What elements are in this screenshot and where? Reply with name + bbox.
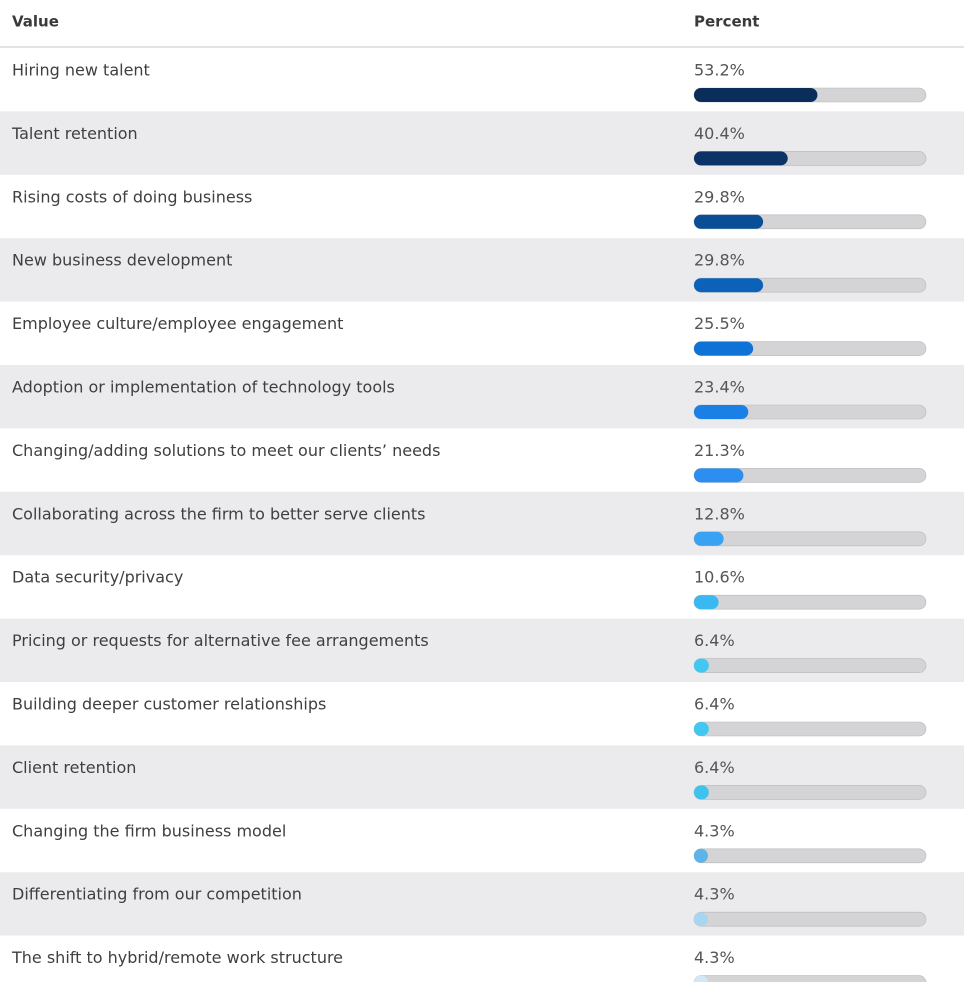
bar [694, 341, 754, 356]
value-label: 29.8% [694, 251, 745, 270]
bar-track [693, 658, 927, 673]
value-label: 4.3% [694, 885, 735, 904]
row-label: Hiring new talent [12, 61, 150, 80]
bar [694, 531, 724, 546]
value-label: 12.8% [694, 504, 745, 523]
row-label: Rising costs of doing business [12, 187, 252, 206]
value-label: 6.4% [694, 695, 735, 714]
bar [694, 848, 708, 863]
value-label: 53.2% [694, 61, 745, 80]
value-label: 4.3% [694, 821, 735, 840]
bar [694, 88, 818, 102]
value-label: 25.5% [694, 314, 745, 333]
bar-track [693, 785, 927, 800]
row-label: Collaborating across the firm to better … [12, 504, 426, 523]
bar-track [693, 911, 927, 927]
value-label: 6.4% [694, 631, 735, 650]
value-label: 4.3% [694, 948, 735, 967]
value-label: 6.4% [694, 758, 735, 777]
value-label: 10.6% [694, 568, 745, 587]
value-label: 21.3% [694, 441, 745, 460]
bar-track [693, 531, 927, 547]
row-label: Changing/adding solutions to meet our cl… [12, 441, 440, 460]
bar-track [693, 848, 927, 864]
value-label: 40.4% [694, 124, 745, 143]
row-label: Building deeper customer relationships [12, 695, 326, 714]
row-label: Adoption or implementation of technology… [12, 378, 395, 397]
column-header: Percent [694, 13, 759, 31]
bar [694, 151, 788, 166]
bar [694, 722, 709, 736]
row-label: Employee culture/employee engagement [12, 314, 343, 333]
row-label: New business development [12, 251, 232, 270]
bar [694, 468, 744, 483]
value-label: 23.4% [694, 378, 745, 397]
bar [694, 785, 709, 800]
row-label: Differentiating from our competition [12, 885, 302, 904]
row-label: Talent retention [11, 124, 138, 143]
bar [694, 405, 749, 419]
row-label: The shift to hybrid/remote work structur… [11, 948, 343, 967]
column-header: Value [12, 13, 59, 31]
bar-track [693, 721, 927, 737]
row-label: Changing the firm business model [12, 821, 286, 840]
bar [694, 214, 764, 229]
row-label: Data security/privacy [12, 568, 183, 587]
bar [694, 658, 709, 673]
bar [694, 595, 719, 610]
row-label: Client retention [12, 758, 136, 777]
bar-track [693, 975, 927, 982]
bar-track [693, 594, 927, 610]
bar [694, 975, 708, 982]
bar [694, 912, 708, 927]
value-label: 29.8% [694, 187, 745, 206]
bar [694, 278, 764, 293]
row-label: Pricing or requests for alternative fee … [12, 631, 429, 650]
